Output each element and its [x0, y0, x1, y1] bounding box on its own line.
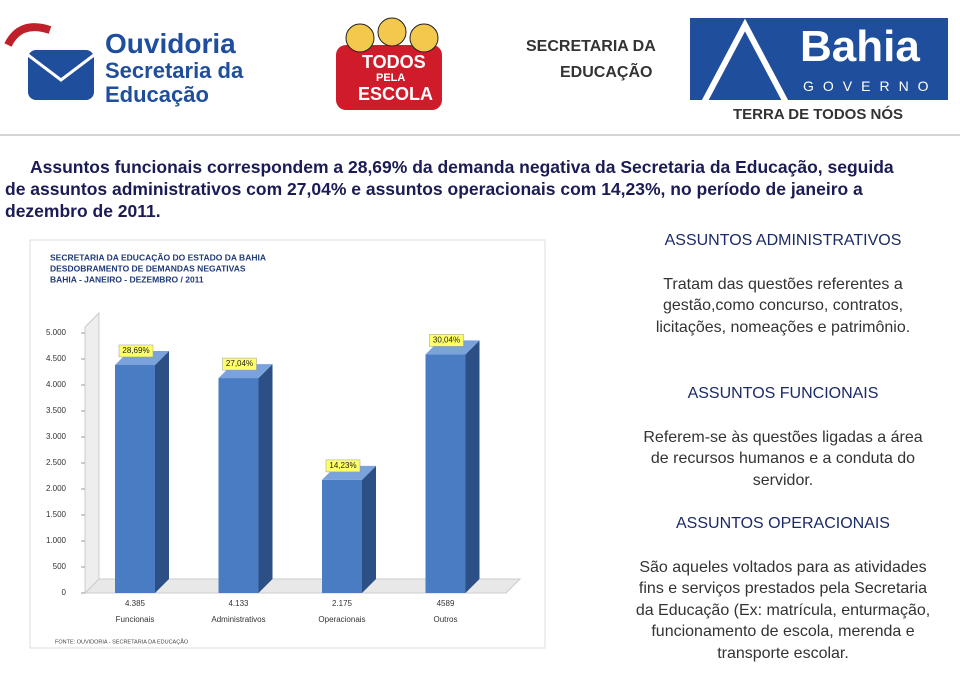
- y-tick-label: 4.500: [46, 354, 67, 363]
- logo-text: Bahia: [800, 22, 920, 71]
- percent-label: 14,23%: [329, 461, 356, 470]
- bar: [322, 479, 362, 593]
- percent-label: 27,04%: [226, 359, 253, 368]
- logo-face: [409, 23, 439, 53]
- chart-title: DESDOBRAMENTO DE DEMANDAS NEGATIVAS: [50, 263, 246, 273]
- section-body: Tratam das questões referentes a gestão,…: [655, 275, 911, 336]
- section-title: ASSUNTOS OPERACIONAIS: [676, 515, 890, 532]
- y-tick-label: 1.000: [46, 536, 67, 545]
- y-tick-label: 5.000: [46, 328, 67, 337]
- bar: [425, 354, 466, 593]
- x-tick-label: Operacionais: [318, 615, 365, 624]
- bar: [218, 378, 259, 593]
- y-tick-label: 0: [62, 588, 67, 597]
- x-tick-label: Outros: [433, 615, 457, 624]
- section: ASSUNTOS ADMINISTRATIVOS Tratam das ques…: [635, 230, 931, 338]
- value-label: 4.385: [125, 599, 146, 608]
- y-tick-label: 2.000: [46, 484, 67, 493]
- section-body: Referem-se às questões ligadas a área de…: [643, 428, 923, 489]
- bar-side: [465, 340, 480, 593]
- logo-envelope-flap: [27, 53, 95, 82]
- percent-box: [429, 334, 464, 347]
- y-tick-label: 1.500: [46, 510, 67, 519]
- percent-box: [325, 459, 361, 473]
- logo-text: EDUCAÇÃO: [560, 64, 653, 81]
- bar-side: [362, 465, 376, 593]
- logo-text: GOVERNO: [803, 78, 938, 94]
- logo-phone: [4, 23, 52, 47]
- bar-side: [155, 350, 169, 593]
- percent-box: [118, 344, 154, 358]
- logo-bahia: [690, 18, 948, 100]
- value-label: 2.175: [332, 599, 353, 608]
- section-body: São aqueles voltados para as atividades …: [635, 558, 931, 662]
- logo-text: PELA: [376, 72, 406, 84]
- bar: [115, 364, 155, 593]
- chart-title: BAHIA - JANEIRO - DEZEMBRO / 2011: [50, 274, 204, 284]
- section: ASSUNTOS FUNCIONAIS Referem-se às questõ…: [635, 383, 931, 491]
- logo-bahia-mark: [697, 18, 793, 112]
- value-label: 4.133: [228, 599, 249, 608]
- logo-text: Ouvidoria: [105, 28, 236, 59]
- y-tick-label: 3.500: [46, 406, 67, 415]
- y-tick-label: 4.000: [46, 380, 67, 389]
- x-tick-label: Funcionais: [116, 615, 155, 624]
- chart-wall: [84, 311, 100, 595]
- logo-text: Secretaria da: [105, 58, 244, 83]
- value-label: 4589: [437, 599, 455, 608]
- section-title: ASSUNTOS FUNCIONAIS: [687, 385, 879, 402]
- logo-envelope: [28, 50, 94, 100]
- y-tick-label: 3.000: [46, 432, 67, 441]
- logo-text: TERRA DE TODOS NÓS: [733, 106, 904, 123]
- y-tick-label: 2.500: [46, 458, 67, 467]
- logo-text: ESCOLA: [358, 84, 434, 104]
- chart-title: SECRETARIA DA EDUCAÇÃO DO ESTADO DA BAHI…: [50, 252, 266, 262]
- x-tick-label: Administrativos: [211, 615, 265, 624]
- logo-face: [377, 17, 407, 47]
- section-title: ASSUNTOS ADMINISTRATIVOS: [664, 232, 902, 249]
- logo-face: [345, 23, 375, 53]
- logo-todos: [336, 45, 442, 110]
- logo-text: TODOS: [362, 52, 426, 72]
- bar-side: [258, 364, 273, 593]
- section: ASSUNTOS OPERACIONAIS São aqueles voltad…: [635, 513, 931, 664]
- logo-text: Educação: [105, 82, 209, 107]
- logo-text: SECRETARIA DA: [526, 38, 656, 55]
- chart-floor: [83, 578, 522, 594]
- heading: Assuntos funcionais correspondem a 28,69…: [5, 157, 894, 221]
- chart-source: FONTE: OUVIDORIA - SECRETARIA DA EDUCAÇÃ…: [55, 638, 189, 645]
- percent-label: 28,69%: [122, 346, 149, 355]
- percent-box: [222, 357, 257, 371]
- y-tick-label: 500: [53, 562, 67, 571]
- percent-label: 30,04%: [433, 335, 460, 344]
